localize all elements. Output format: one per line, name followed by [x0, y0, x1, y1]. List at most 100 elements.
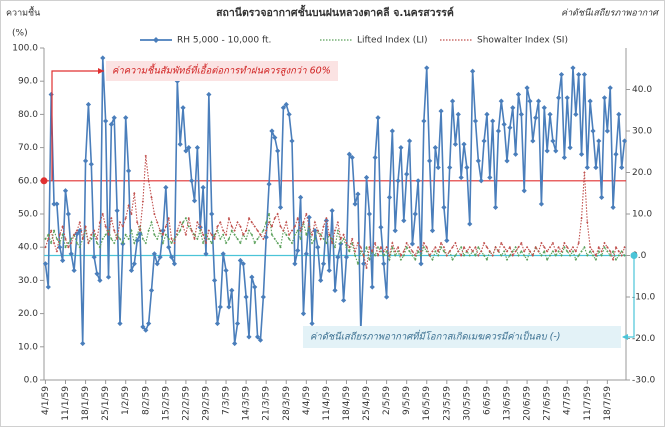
- arrow-head: [622, 334, 628, 340]
- data-point: [124, 216, 127, 220]
- data-point: [167, 237, 170, 241]
- y2-tick-label: 40.0: [632, 85, 652, 95]
- data-point: [236, 221, 239, 224]
- x-tick-label: 2/5/59: [382, 386, 392, 415]
- data-point: [153, 233, 156, 236]
- data-point: [183, 148, 189, 154]
- data-point: [322, 237, 325, 241]
- data-point: [113, 229, 116, 232]
- data-point: [310, 233, 314, 236]
- data-point: [427, 158, 433, 164]
- data-point: [614, 246, 618, 249]
- data-point: [325, 216, 328, 220]
- data-point: [574, 258, 578, 261]
- data-point: [105, 274, 112, 280]
- data-point: [379, 246, 383, 249]
- data-point: [322, 225, 325, 228]
- data-point: [144, 154, 147, 158]
- data-point: [362, 254, 365, 257]
- data-point: [607, 85, 613, 91]
- data-point: [404, 171, 410, 177]
- data-point: [517, 246, 520, 249]
- data-point: [64, 246, 67, 249]
- data-point: [408, 246, 411, 249]
- data-point: [325, 241, 328, 245]
- legend-label: Lifted Index (LI): [357, 36, 428, 46]
- data-point: [204, 241, 208, 245]
- data-point: [101, 237, 104, 241]
- x-tick-label: 14/3/59: [242, 386, 252, 421]
- data-point: [345, 246, 348, 249]
- data-point: [500, 241, 503, 245]
- data-point: [349, 154, 355, 161]
- data-point: [42, 261, 49, 267]
- data-point: [425, 246, 428, 249]
- data-point: [315, 244, 321, 250]
- data-point: [80, 340, 86, 347]
- data-point: [491, 254, 494, 257]
- data-point: [141, 237, 145, 241]
- data-point: [193, 233, 196, 236]
- y-tick-label: 0.0: [24, 376, 39, 386]
- data-point: [425, 250, 428, 253]
- data-point: [366, 211, 373, 217]
- data-point: [306, 214, 312, 220]
- x-tick-label: 25/1/59: [101, 386, 111, 421]
- data-point: [246, 334, 252, 340]
- y2-tick-label: 20.0: [632, 168, 652, 178]
- data-point: [431, 258, 434, 261]
- data-point: [328, 233, 331, 236]
- data-point: [47, 233, 50, 236]
- data-point: [173, 241, 176, 245]
- data-point: [511, 254, 514, 257]
- data-point: [55, 237, 59, 241]
- data-point: [127, 237, 130, 241]
- data-point: [599, 194, 605, 200]
- data-point: [461, 141, 467, 147]
- data-point: [408, 250, 411, 253]
- data-point: [502, 246, 506, 249]
- x-tick-label: 27/6/59: [543, 386, 553, 421]
- data-point: [319, 237, 322, 241]
- data-point: [514, 250, 517, 253]
- data-point: [523, 250, 526, 253]
- x-tick-label: 7/3/59: [222, 386, 232, 415]
- y2-tick-label: -20.0: [632, 334, 656, 344]
- data-point: [454, 254, 457, 257]
- data-point: [199, 229, 202, 232]
- data-point: [233, 233, 236, 236]
- data-point: [416, 246, 420, 249]
- data-point: [429, 228, 436, 234]
- data-point: [256, 237, 259, 241]
- data-point: [187, 216, 190, 220]
- data-point: [385, 250, 388, 253]
- data-point: [439, 246, 443, 249]
- data-point: [564, 95, 570, 101]
- data-point: [128, 267, 135, 274]
- data-point: [394, 250, 397, 253]
- data-point: [310, 241, 314, 245]
- data-point: [583, 246, 586, 249]
- data-point: [504, 158, 510, 164]
- data-point: [444, 237, 450, 244]
- data-point: [356, 262, 360, 265]
- data-point: [275, 148, 281, 154]
- data-point: [234, 320, 241, 327]
- data-point: [267, 221, 271, 224]
- data-point: [318, 277, 324, 283]
- x-tick-label: 6/6/59: [482, 386, 492, 415]
- data-point: [369, 284, 375, 290]
- data-point: [141, 200, 145, 203]
- data-point: [481, 138, 487, 144]
- data-point: [603, 241, 606, 245]
- data-point: [226, 304, 232, 310]
- data-point: [253, 241, 256, 245]
- data-point: [196, 237, 199, 241]
- data-point: [540, 241, 543, 245]
- data-point: [497, 250, 500, 253]
- data-point: [58, 233, 61, 236]
- data-point: [345, 241, 348, 245]
- data-point: [118, 221, 122, 224]
- data-point: [199, 225, 202, 228]
- data-point: [55, 250, 59, 253]
